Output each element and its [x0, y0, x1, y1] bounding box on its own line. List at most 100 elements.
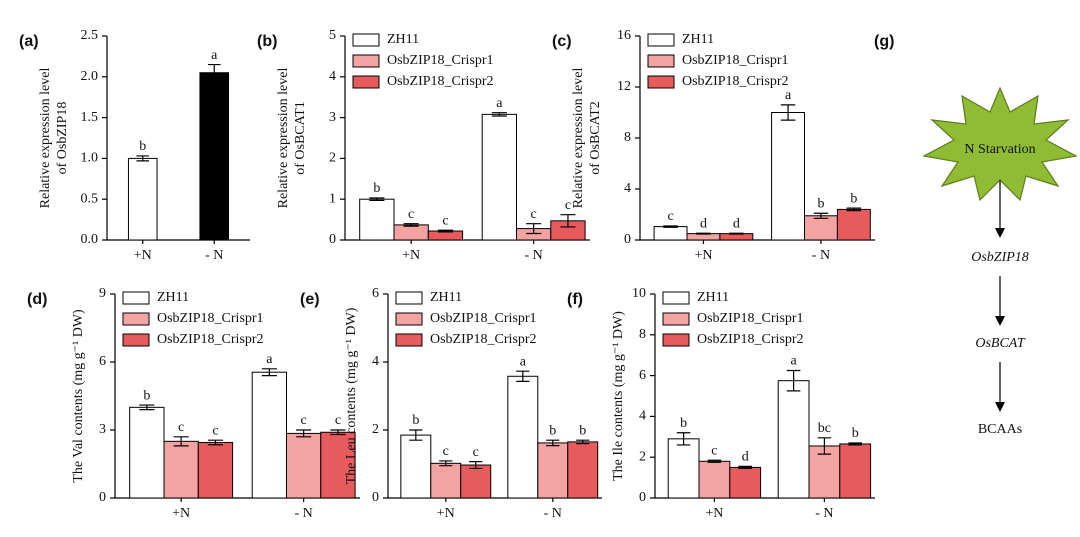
legend-swatch	[395, 312, 423, 326]
legend-label: ZH11	[697, 290, 729, 305]
chart-panel: (d) The Val contents (mg g⁻¹ DW) 0 3 6 9 +N b c c…	[27, 286, 360, 521]
y-axis-label: Relative expression level	[38, 68, 53, 209]
x-tick-label: - N	[295, 506, 313, 521]
significance-letter: b	[579, 423, 586, 438]
y-axis-label: of OsBCAT1	[293, 101, 308, 175]
node-label: BCAAs	[978, 422, 1022, 437]
y-tick-label: 2	[329, 151, 336, 166]
error-bar	[738, 465, 752, 470]
bar	[430, 462, 462, 499]
significance-letter: c	[178, 420, 184, 435]
bar	[836, 208, 871, 241]
bar	[507, 375, 539, 499]
y-tick-label: 0	[639, 490, 646, 505]
y-tick-label: 6	[99, 354, 106, 369]
x-tick-label: +N	[705, 506, 723, 521]
error-bar	[516, 370, 530, 382]
legend-label: OsbZIP18_Crispr2	[387, 74, 494, 89]
legend-swatch	[647, 75, 675, 89]
significance-letter: c	[408, 207, 414, 222]
y-tick-label: 2.0	[81, 69, 99, 84]
bar	[286, 432, 322, 499]
x-tick-label: +N	[134, 248, 152, 263]
y-tick-label: 2.5	[81, 28, 99, 43]
significance-letter: b	[412, 413, 419, 428]
node-label: OsBCAT	[975, 336, 1025, 351]
error-bar	[526, 223, 542, 235]
legend-label: OsbZIP18_Crispr2	[430, 332, 537, 347]
panel-label: (d)	[27, 291, 47, 308]
y-tick-label: 1.0	[81, 151, 99, 166]
y-tick-label: 8	[624, 130, 631, 145]
panel-label: (e)	[300, 291, 320, 308]
legend-label: ZH11	[387, 32, 419, 47]
y-tick-label: 4	[624, 181, 631, 196]
significance-letter: a	[496, 96, 503, 111]
error-bar	[848, 442, 862, 446]
significance-letter: b	[373, 181, 380, 196]
chart-panel: (e) The Leu contents (mg g⁻¹ DW) 0 2 4 6 +N b c c…	[300, 286, 602, 521]
bar	[481, 113, 518, 241]
y-axis-label: The Ile contents (mg g⁻¹ DW)	[611, 311, 626, 481]
bar	[537, 442, 569, 499]
bar	[698, 460, 731, 499]
x-tick-label: - N	[815, 506, 833, 521]
significance-letter: b	[143, 388, 150, 403]
y-tick-label: 5	[329, 28, 336, 43]
y-tick-label: 1.5	[81, 110, 99, 125]
bar	[460, 464, 492, 499]
significance-letter: c	[442, 213, 448, 228]
error-bar	[786, 369, 801, 392]
x-tick-label: - N	[525, 248, 543, 263]
error-bar	[261, 368, 277, 377]
legend-swatch	[662, 291, 690, 305]
error-bar	[439, 460, 453, 467]
y-tick-label: 3	[329, 110, 336, 125]
error-bar	[330, 429, 346, 436]
legend-label: OsbZIP18_Crispr1	[430, 311, 537, 326]
error-bar	[663, 225, 678, 228]
bar	[667, 438, 700, 499]
error-bar	[576, 439, 590, 445]
arrowhead	[995, 228, 1005, 238]
y-tick-label: 6	[372, 286, 379, 301]
bar	[771, 112, 805, 241]
bar	[199, 72, 230, 241]
y-tick-label: 10	[632, 286, 646, 301]
legend-label: OsbZIP18_Crispr1	[387, 53, 494, 68]
legend-label: OsbZIP18_Crispr1	[697, 311, 804, 326]
y-tick-label: 0	[372, 490, 379, 505]
arrowhead	[995, 402, 1005, 412]
y-tick-label: 3	[99, 422, 106, 437]
y-tick-label: 6	[639, 368, 646, 383]
significance-letter: b	[850, 191, 857, 206]
legend-swatch	[662, 333, 690, 347]
x-tick-label: +N	[694, 248, 712, 263]
significance-letter: b	[549, 423, 556, 438]
panel-label: (a)	[19, 33, 39, 50]
legend-label: ZH11	[682, 32, 714, 47]
error-bar	[780, 104, 796, 121]
significance-letter: c	[531, 207, 537, 222]
error-bar	[296, 429, 312, 438]
y-axis-label: The Leu contents (mg g⁻¹ DW)	[344, 307, 359, 484]
legend-swatch	[395, 291, 423, 305]
error-bar	[707, 459, 722, 463]
legend-swatch	[662, 312, 690, 326]
y-axis-label: of OsBCAT2	[588, 101, 603, 175]
y-tick-label: 4	[329, 69, 336, 84]
significance-letter: b	[852, 426, 859, 441]
significance-letter: c	[212, 423, 218, 438]
bar	[197, 441, 234, 499]
bar	[320, 431, 356, 499]
error-bar	[546, 439, 560, 447]
chart-panel: (a) Relative expression level of OsbZIP18 0…	[19, 28, 250, 263]
significance-letter: a	[520, 354, 527, 369]
y-tick-label: 8	[639, 327, 646, 342]
significance-letter: c	[473, 445, 479, 460]
significance-letter: d	[742, 450, 749, 465]
y-axis-label: Relative expression level	[276, 68, 291, 209]
significance-letter: c	[711, 443, 717, 458]
y-tick-label: 2	[372, 422, 379, 437]
